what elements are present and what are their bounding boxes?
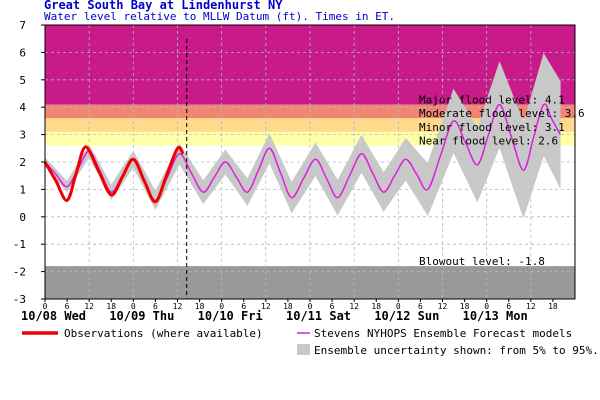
y-tick-label: -2 [13, 266, 26, 279]
x-tick-label: 0 [131, 302, 136, 311]
y-tick-label: 3 [19, 129, 26, 142]
x-tick-label: 18 [548, 302, 558, 311]
x-tick-label: 0 [484, 302, 489, 311]
y-tick-label: 4 [19, 101, 26, 114]
x-tick-label: 6 [241, 302, 246, 311]
y-tick-label: 1 [19, 183, 26, 196]
y-tick-label: 5 [19, 74, 26, 87]
day-label: 10/08 Wed [21, 309, 86, 323]
legend-swatch [297, 344, 310, 355]
flood-level-label: Moderate flood level: 3.6 [419, 107, 585, 120]
chart-title: Great South Bay at Lindenhurst NY [44, 0, 283, 12]
x-tick-label: 12 [526, 302, 536, 311]
blowout-label: Blowout level: -1.8 [419, 255, 545, 268]
x-tick-label: 6 [153, 302, 158, 311]
x-tick-label: 12 [84, 302, 94, 311]
series-line [43, 145, 185, 204]
x-tick-label: 6 [65, 302, 70, 311]
x-tick-label: 18 [195, 302, 205, 311]
day-label: 10/12 Sun [374, 309, 439, 323]
x-tick-label: 0 [308, 302, 313, 311]
day-label: 10/09 Thu [109, 309, 174, 323]
x-tick-label: 18 [371, 302, 381, 311]
day-label: 10/11 Sat [286, 309, 351, 323]
x-tick-label: 6 [418, 302, 423, 311]
x-tick-label: 18 [460, 302, 470, 311]
x-tick-label: 12 [438, 302, 448, 311]
x-tick-label: 18 [106, 302, 116, 311]
y-tick-label: 6 [19, 46, 26, 59]
y-tick-label: 0 [19, 211, 26, 224]
legend-label: Ensemble uncertainty shown: from 5% to 9… [314, 344, 599, 357]
y-tick-label: 2 [19, 156, 26, 169]
x-tick-label: 0 [43, 302, 48, 311]
x-tick-label: 0 [219, 302, 224, 311]
flood-level-label: Near flood level: 2.6 [419, 135, 558, 148]
y-tick-label: -1 [13, 238, 26, 251]
x-tick-label: 0 [396, 302, 401, 311]
day-label: 10/10 Fri [198, 309, 263, 323]
x-tick-label: 12 [173, 302, 183, 311]
x-tick-label: 12 [261, 302, 271, 311]
x-tick-label: 12 [349, 302, 359, 311]
legend-label: Observations (where available) [64, 327, 263, 340]
flood-level-label: Minor flood level: 3.1 [419, 121, 565, 134]
x-tick-label: 6 [506, 302, 511, 311]
x-tick-label: 6 [330, 302, 335, 311]
chart-subtitle: Water level relative to MLLW Datum (ft).… [44, 10, 395, 23]
legend-label: Stevens NYHOPS Ensemble Forecast models [314, 327, 572, 340]
x-tick-label: 18 [283, 302, 293, 311]
y-tick-label: 7 [19, 19, 26, 32]
day-label: 10/13 Mon [463, 309, 528, 323]
flood-level-label: Major flood level: 4.1 [419, 93, 565, 106]
y-tick-label: -3 [13, 293, 26, 306]
